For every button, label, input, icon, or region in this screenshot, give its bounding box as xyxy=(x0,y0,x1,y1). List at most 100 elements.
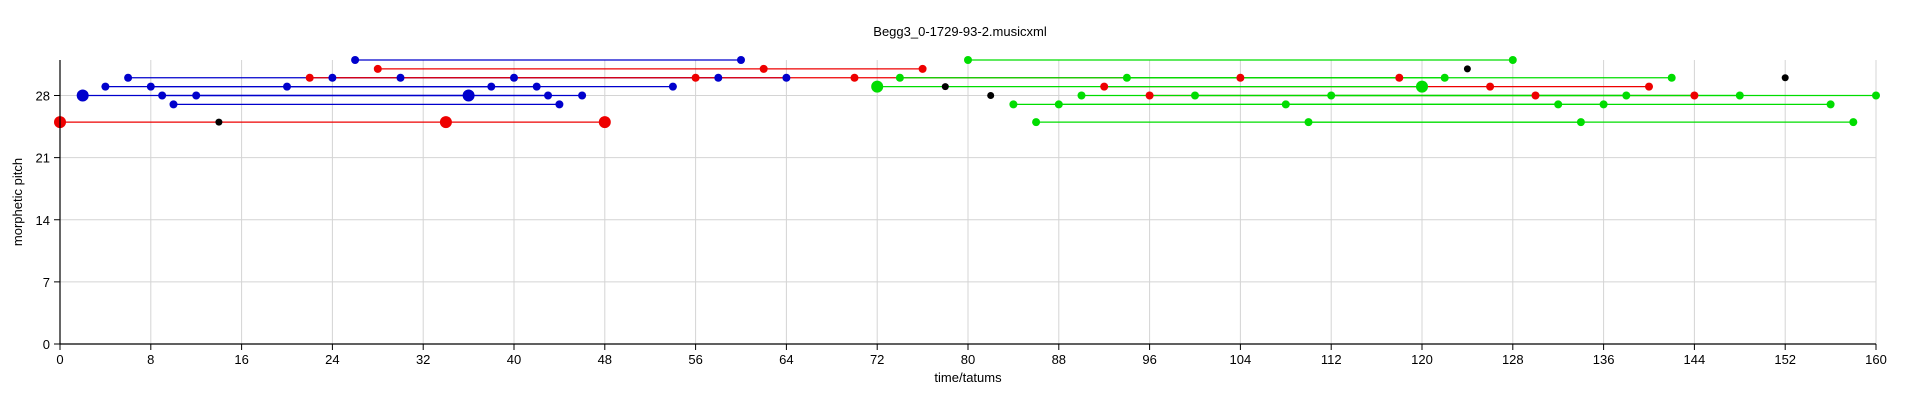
blue-point xyxy=(462,89,475,102)
x-tick-label: 56 xyxy=(688,352,702,367)
green-point xyxy=(1554,100,1563,109)
black-point xyxy=(987,92,995,99)
x-tick-label: 80 xyxy=(961,352,975,367)
green-point xyxy=(1327,91,1336,100)
green-point xyxy=(964,56,972,64)
red-point xyxy=(1531,91,1540,100)
x-tick-label: 128 xyxy=(1502,352,1524,367)
red-point xyxy=(759,64,768,73)
black-point xyxy=(215,118,223,126)
red-point xyxy=(1486,82,1495,91)
green-point xyxy=(1508,56,1517,64)
y-tick-label: 0 xyxy=(43,337,50,352)
black-point xyxy=(1781,74,1789,82)
y-tick-label: 7 xyxy=(43,275,50,290)
blue-point xyxy=(714,73,723,82)
blue-point xyxy=(169,100,178,109)
blue-point xyxy=(737,56,745,64)
green-point xyxy=(1849,118,1858,127)
y-tick-label: 21 xyxy=(36,151,50,166)
blue-point xyxy=(510,73,518,82)
blue-point xyxy=(101,82,110,91)
green-point xyxy=(895,73,904,82)
red-point xyxy=(1145,91,1154,100)
red-point xyxy=(373,64,382,73)
blue-point xyxy=(532,82,541,91)
green-point xyxy=(1667,73,1676,82)
red-point xyxy=(1690,91,1699,100)
x-tick-label: 144 xyxy=(1684,352,1706,367)
black-point xyxy=(1463,65,1471,73)
x-tick-label: 152 xyxy=(1774,352,1796,367)
x-tick-label: 24 xyxy=(325,352,339,367)
green-point xyxy=(1440,73,1449,82)
y-axis-label: morphetic pitch xyxy=(10,158,25,246)
red-point xyxy=(691,73,700,82)
x-tick-label: 0 xyxy=(56,352,63,367)
blue-point xyxy=(158,91,167,100)
blue-point xyxy=(487,82,496,91)
blue-point xyxy=(396,73,405,82)
x-tick-label: 136 xyxy=(1593,352,1615,367)
x-tick-label: 40 xyxy=(507,352,521,367)
green-point xyxy=(1304,118,1313,127)
blue-point xyxy=(782,73,791,82)
black-point xyxy=(941,83,949,91)
red-point xyxy=(1236,73,1245,82)
x-tick-label: 16 xyxy=(234,352,248,367)
green-point xyxy=(1191,91,1199,100)
green-point xyxy=(871,80,884,93)
red-point xyxy=(1395,73,1404,82)
x-tick-label: 72 xyxy=(870,352,884,367)
red-point xyxy=(918,64,927,73)
x-tick-label: 48 xyxy=(598,352,612,367)
blue-point xyxy=(351,56,360,64)
x-tick-label: 160 xyxy=(1865,352,1887,367)
red-point xyxy=(598,116,611,129)
x-tick-label: 112 xyxy=(1321,352,1342,367)
x-tick-label: 120 xyxy=(1411,352,1433,367)
blue-point xyxy=(578,91,587,100)
green-point xyxy=(1054,100,1063,109)
red-point xyxy=(305,73,314,82)
x-tick-label: 64 xyxy=(779,352,793,367)
x-tick-label: 88 xyxy=(1052,352,1066,367)
green-point xyxy=(1009,100,1018,109)
green-point xyxy=(1281,100,1290,109)
chart-title: Begg3_0-1729-93-2.musicxml xyxy=(873,24,1047,39)
green-point xyxy=(1872,91,1880,100)
blue-point xyxy=(192,91,201,100)
red-point xyxy=(439,116,452,129)
x-tick-label: 8 xyxy=(147,352,154,367)
green-point xyxy=(1077,91,1086,100)
blue-point xyxy=(283,82,291,91)
ticks: 0 8 16 24 32 40 48 56 64 72 80 88 96 104 112 120 128 136 1… xyxy=(36,89,1887,368)
blue-point xyxy=(668,82,677,91)
green-point xyxy=(1826,100,1835,109)
blue-point xyxy=(76,89,89,102)
points xyxy=(54,56,1880,129)
green-point xyxy=(1735,91,1744,100)
green-point xyxy=(1622,91,1631,100)
blue-point xyxy=(328,73,337,82)
red-point xyxy=(850,73,859,82)
x-tick-label: 32 xyxy=(416,352,430,367)
y-tick-label: 14 xyxy=(36,213,50,228)
green-point xyxy=(1599,100,1608,109)
red-point xyxy=(1645,82,1653,91)
y-tick-label: 28 xyxy=(36,89,50,104)
green-point xyxy=(1416,80,1428,93)
green-point xyxy=(1576,118,1585,127)
x-axis-label: time/tatums xyxy=(934,370,1002,385)
blue-point xyxy=(124,73,133,82)
green-point xyxy=(1122,73,1131,82)
blue-point xyxy=(555,100,564,109)
red-point xyxy=(1100,82,1109,91)
blue-point xyxy=(146,82,155,91)
blue-point xyxy=(544,91,553,100)
x-tick-label: 104 xyxy=(1230,352,1252,367)
green-point xyxy=(1032,118,1041,127)
x-tick-label: 96 xyxy=(1142,352,1156,367)
